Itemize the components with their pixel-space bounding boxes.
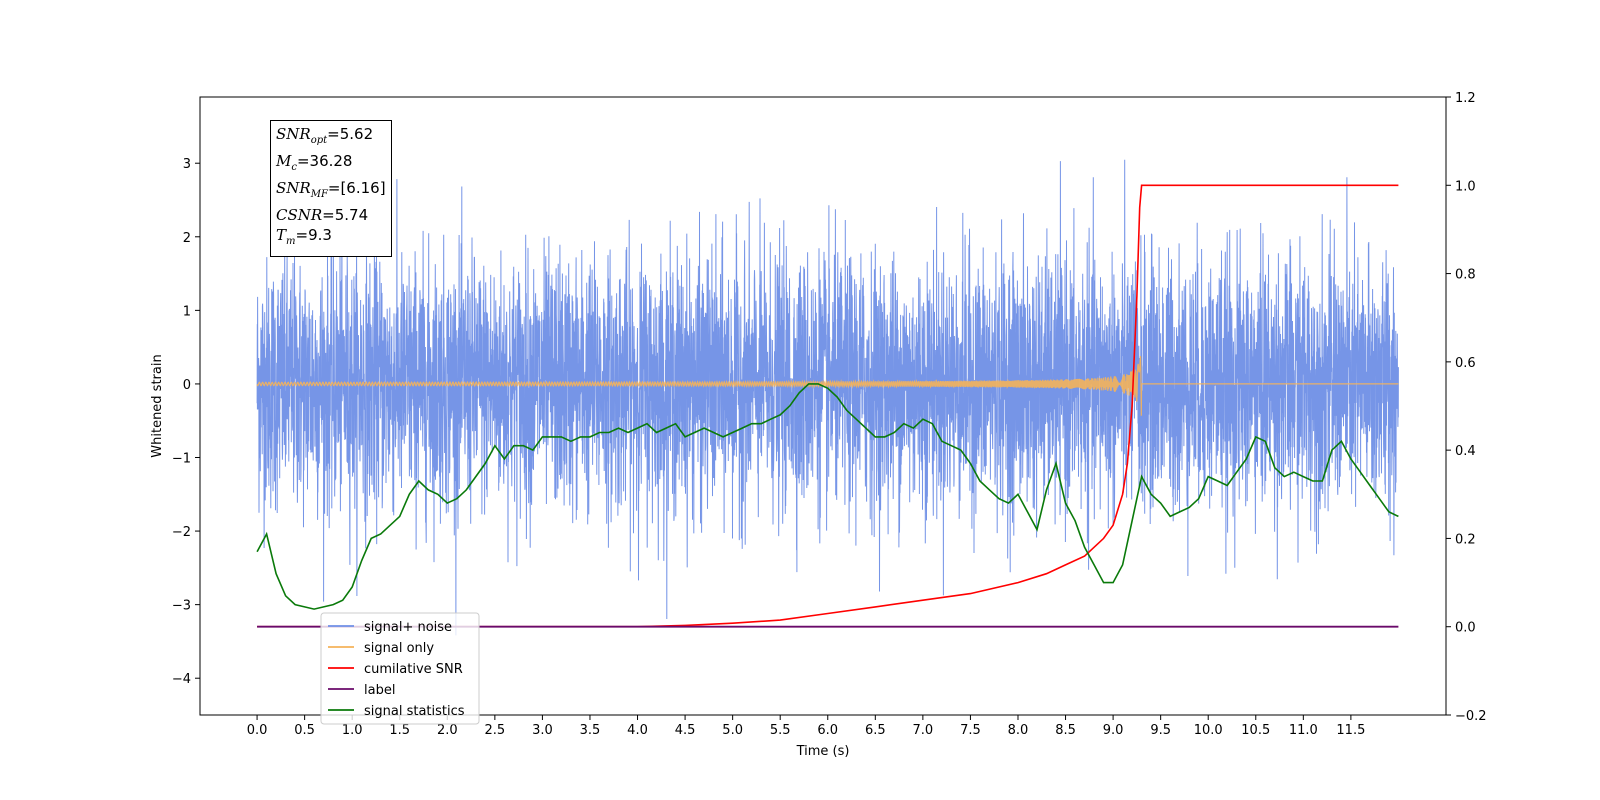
x-tick-label: 2.0 — [437, 723, 458, 738]
y-tick-label: −4 — [172, 672, 191, 687]
y-axis-right: 1.2 1.0 0.8 0.6 0.4 0.2 0.0 −0.2 — [1446, 91, 1487, 724]
y2-tick-label: 0.2 — [1455, 532, 1476, 547]
legend-entry: label — [364, 683, 395, 698]
x-axis-label: Time (s) — [796, 744, 850, 759]
y-tick-label: 2 — [183, 231, 191, 246]
annotation-tm: Tm=9.3 — [276, 226, 332, 247]
x-tick-label: 9.0 — [1103, 723, 1124, 738]
legend-entry: signal+ noise — [364, 620, 452, 635]
y-tick-label: −3 — [172, 599, 191, 614]
y2-tick-label: 1.2 — [1455, 91, 1476, 106]
legend-entry: signal statistics — [364, 704, 465, 719]
x-tick-label: 0.5 — [294, 723, 315, 738]
y2-tick-label: 0.6 — [1455, 356, 1476, 371]
x-tick-label: 3.0 — [532, 723, 553, 738]
x-tick-label: 6.5 — [865, 723, 886, 738]
x-tick-label: 11.5 — [1336, 723, 1365, 738]
annotation-csnr: CSNR=5.74 — [276, 206, 369, 224]
legend-entry: cumilative SNR — [364, 662, 463, 677]
y2-tick-label: −0.2 — [1455, 709, 1487, 724]
x-tick-label: 10.0 — [1194, 723, 1223, 738]
x-tick-label: 5.0 — [722, 723, 743, 738]
signal-noise-line — [256, 159, 1399, 636]
y2-tick-label: 0.4 — [1455, 444, 1476, 459]
cumulative-snr-series — [257, 184, 1399, 628]
x-tick-label: 11.0 — [1289, 723, 1318, 738]
legend: signal+ noise signal only cumilative SNR la… — [320, 612, 480, 725]
annotation-mc: Mc=36.28 — [276, 152, 353, 173]
y2-tick-label: 0.0 — [1455, 621, 1476, 636]
annotation-box: SNRopt=5.62 Mc=36.28 SNRMF=[6.16] CSNR=5… — [270, 120, 392, 257]
x-tick-label: 3.5 — [580, 723, 601, 738]
y-axis-left: 3 2 1 0 −1 −2 −3 −4 — [172, 157, 200, 687]
x-tick-label: 6.0 — [817, 723, 838, 738]
x-tick-label: 10.5 — [1241, 723, 1270, 738]
x-tick-label: 8.0 — [1008, 723, 1029, 738]
legend-entry: signal only — [364, 641, 434, 656]
signal-only-series — [256, 356, 1399, 416]
y-axis-label: Whitened strain — [150, 354, 165, 457]
x-axis: 0.0 0.5 1.0 1.5 2.0 2.5 3.0 3.5 4.0 4.5 5.0 5.5 6.0 6… — [247, 715, 1365, 738]
x-tick-label: 4.0 — [627, 723, 648, 738]
x-tick-label: 1.5 — [389, 723, 410, 738]
cumulative-snr-line — [257, 184, 1399, 628]
x-tick-label: 9.5 — [1150, 723, 1171, 738]
x-tick-label: 5.5 — [770, 723, 791, 738]
signal-statistics-series — [256, 383, 1399, 610]
annotation-snr-mf: SNRMF=[6.16] — [276, 179, 386, 200]
y-tick-label: −2 — [172, 525, 191, 540]
x-tick-label: 7.5 — [960, 723, 981, 738]
x-tick-label: 7.0 — [913, 723, 934, 738]
x-tick-label: 8.5 — [1055, 723, 1076, 738]
legend-box — [320, 612, 480, 725]
y-tick-label: 0 — [183, 378, 191, 393]
annotation-snr-opt: SNRopt=5.62 — [276, 125, 374, 146]
y-tick-label: −1 — [172, 452, 191, 467]
x-tick-label: 1.0 — [342, 723, 363, 738]
y-tick-label: 3 — [183, 157, 191, 172]
y2-tick-label: 0.8 — [1455, 268, 1476, 283]
y2-tick-label: 1.0 — [1455, 179, 1476, 194]
signal-noise-series — [256, 159, 1399, 636]
x-tick-label: 0.0 — [247, 723, 268, 738]
signal-statistics-line — [256, 383, 1399, 610]
x-tick-label: 2.5 — [485, 723, 506, 738]
x-tick-label: 4.5 — [675, 723, 696, 738]
signal-only-line — [256, 356, 1399, 416]
plot-frame — [199, 96, 1447, 716]
y-tick-label: 1 — [183, 304, 191, 319]
